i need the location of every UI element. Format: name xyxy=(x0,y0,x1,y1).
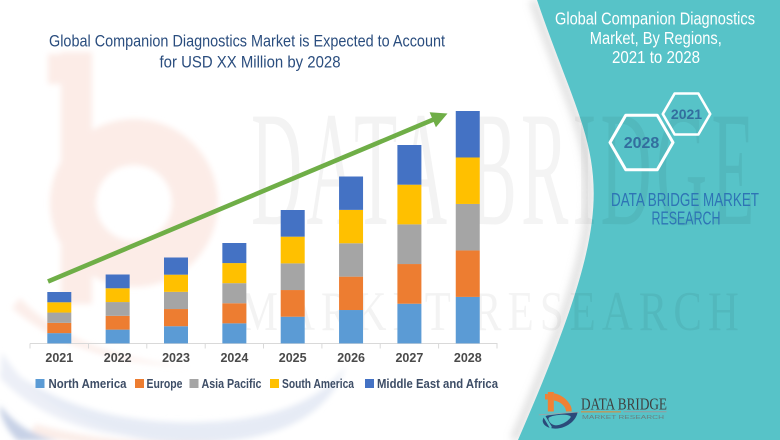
svg-text:RESEARCH: RESEARCH xyxy=(652,209,721,229)
svg-text:DATA BRIDGE: DATA BRIDGE xyxy=(251,79,759,260)
svg-text:2021: 2021 xyxy=(671,106,702,122)
svg-text:Asia Pacific: Asia Pacific xyxy=(202,377,262,391)
svg-text:2021 to 2028: 2021 to 2028 xyxy=(612,47,700,67)
svg-text:2024: 2024 xyxy=(220,351,248,365)
svg-text:Middle East and Africa: Middle East and Africa xyxy=(377,377,499,391)
svg-text:2026: 2026 xyxy=(337,351,365,365)
svg-text:DATA BRIDGE: DATA BRIDGE xyxy=(581,395,667,414)
svg-text:North America: North America xyxy=(49,377,128,391)
svg-text:Global Companion Diagnostics: Global Companion Diagnostics xyxy=(555,9,755,29)
svg-text:2025: 2025 xyxy=(279,351,307,365)
svg-text:2027: 2027 xyxy=(395,351,423,365)
svg-text:2022: 2022 xyxy=(104,351,132,365)
svg-text:2023: 2023 xyxy=(162,351,190,365)
svg-text:Europe: Europe xyxy=(147,377,183,391)
svg-text:2021: 2021 xyxy=(45,351,73,365)
svg-text:Global Companion Diagnostics M: Global Companion Diagnostics Market is E… xyxy=(49,33,445,51)
svg-text:2028: 2028 xyxy=(454,351,482,365)
svg-text:DATA BRIDGE MARKET: DATA BRIDGE MARKET xyxy=(611,190,759,210)
svg-text:MARKET RESEARCH: MARKET RESEARCH xyxy=(582,415,664,421)
svg-text:South America: South America xyxy=(282,377,355,391)
svg-text:2028: 2028 xyxy=(624,135,660,152)
svg-text:Market, By Regions,: Market, By Regions, xyxy=(590,28,722,48)
svg-text:for USD XX Million by 2028: for USD XX Million by 2028 xyxy=(160,54,341,72)
